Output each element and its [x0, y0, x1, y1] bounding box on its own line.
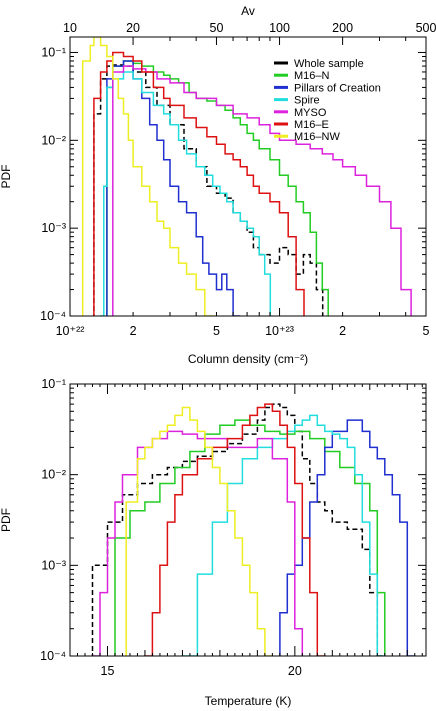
- legend-label: M16–E: [294, 119, 329, 131]
- plot-frame: [69, 36, 427, 317]
- y-axis-label: PDF: [0, 165, 13, 189]
- series-line-1: [106, 60, 329, 316]
- series-line-3: [99, 71, 272, 316]
- top-axis-tick-label: 10: [63, 21, 77, 35]
- series-line-0: [91, 403, 386, 656]
- legend-label: M16–N: [294, 70, 330, 82]
- series-line-6: [81, 37, 215, 316]
- y-tick-label: 10⁻⁴: [40, 649, 66, 663]
- series-line-6: [125, 406, 274, 656]
- top-axis-tick-label: 100: [269, 21, 290, 35]
- x-tick-label: 15: [101, 664, 115, 678]
- x-tick-label: 2: [339, 324, 346, 338]
- legend-label: Whole sample: [294, 58, 364, 70]
- x-tick-label: 5: [213, 324, 220, 338]
- legend-label: MYSO: [294, 107, 327, 119]
- legend-label: M16–NW: [294, 131, 340, 143]
- x-axis-label: Column density (cm⁻²): [188, 352, 308, 366]
- temperature-panel: 10⁻¹ 10⁻² 10⁻³ 10⁻⁴ 15 20 Temperature (K) PDF: [0, 377, 427, 708]
- top-axis-tick-label: 200: [332, 21, 353, 35]
- top-axis-label: Av: [241, 4, 255, 18]
- y-axis-label: PDF: [0, 508, 13, 532]
- series-line-5: [93, 51, 305, 316]
- legend-label: Spire: [294, 95, 320, 107]
- x-tick-label: 10⁺²²: [56, 324, 85, 338]
- series-group: [81, 37, 412, 316]
- series-line-4: [91, 430, 304, 656]
- y-tick-label: 10⁻¹: [41, 45, 66, 59]
- series-group: [91, 403, 416, 656]
- legend-label: Pillars of Creation: [294, 82, 381, 94]
- plot-frame: [69, 383, 427, 657]
- y-tick-label: 10⁻³: [41, 558, 66, 572]
- series-line-4: [112, 65, 412, 316]
- y-tick-label: 10⁻²: [41, 468, 66, 482]
- series-line-5: [144, 403, 326, 656]
- top-axis-tick-label: 20: [126, 21, 140, 35]
- y-tick-label: 10⁻³: [41, 221, 66, 235]
- x-tick-label: 5: [423, 324, 430, 338]
- series-line-2: [279, 419, 416, 656]
- x-tick-label: 20: [288, 664, 302, 678]
- top-axis-tick-label: 500: [416, 21, 436, 35]
- series-line-0: [93, 64, 324, 316]
- series-line-1: [114, 419, 386, 656]
- y-tick-label: 10⁻¹: [41, 377, 66, 391]
- y-tick-label: 10⁻⁴: [40, 309, 66, 323]
- series-line-2: [106, 60, 241, 316]
- y-tick-label: 10⁻²: [41, 133, 66, 147]
- top-axis-tick-label: 50: [210, 21, 224, 35]
- x-axis-label: Temperature (K): [205, 694, 292, 708]
- column-density-panel: 10⁻¹ 10⁻² 10⁻³ 10⁻⁴10⁺²² 2 5 10⁺²³ 2 5 10 20 50 100 2…: [0, 4, 436, 366]
- x-tick-label: 2: [130, 324, 137, 338]
- x-tick-label: 10⁺²³: [265, 324, 294, 338]
